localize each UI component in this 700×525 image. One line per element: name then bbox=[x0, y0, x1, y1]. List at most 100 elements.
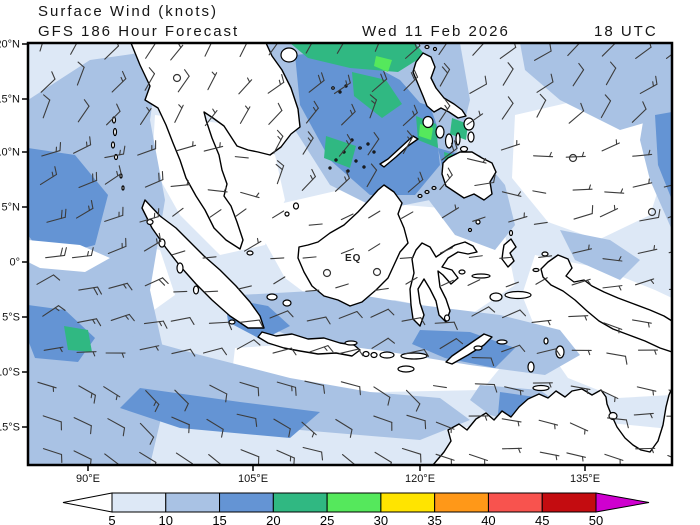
colorbar-tick-label: 25 bbox=[320, 513, 334, 525]
wind-barbs bbox=[36, 43, 672, 465]
coast-small-island bbox=[431, 185, 437, 191]
lon-label: 135°E bbox=[570, 473, 600, 485]
shading-25-30 bbox=[419, 124, 433, 140]
colorbar-segment bbox=[272, 492, 328, 513]
coast-small-island bbox=[608, 411, 618, 421]
colorbar-segment bbox=[111, 492, 167, 513]
coast-small-island bbox=[424, 44, 430, 50]
coast-timor bbox=[445, 333, 493, 365]
colorbar-tick-label: 30 bbox=[374, 513, 388, 525]
colorbar-segment bbox=[326, 492, 382, 513]
colorbar-over-arrow bbox=[595, 492, 650, 513]
coast-small-island bbox=[121, 185, 125, 191]
shading-20-25 bbox=[290, 43, 425, 72]
shading-calm bbox=[512, 100, 668, 240]
shading-20-25 bbox=[352, 72, 402, 118]
coast-australia bbox=[432, 387, 672, 465]
coast-small-island bbox=[527, 361, 535, 373]
coast-java bbox=[257, 331, 361, 357]
coast-small-island bbox=[397, 365, 415, 373]
colorbar-segment bbox=[219, 492, 274, 513]
calm-wind-circle bbox=[568, 153, 578, 163]
coast-small-island bbox=[555, 345, 565, 359]
coast-sulawesi bbox=[409, 241, 478, 327]
coast-halmahera bbox=[501, 238, 517, 268]
colorbar-under-arrow bbox=[62, 492, 113, 513]
colorbar-tick-label: 15 bbox=[212, 513, 226, 525]
colorbar-tick-label: 5 bbox=[108, 513, 115, 525]
coast-small-island bbox=[473, 345, 483, 351]
map-axes: 20°N 15°N 10°N 5°N 0° 5°S 10°S 15°S 90°E 105°E 120… bbox=[0, 39, 600, 486]
coast-small-island bbox=[379, 351, 395, 359]
forecast-model-label: GFS 186 Hour Forecast bbox=[38, 23, 240, 40]
coast-small-island bbox=[496, 339, 508, 345]
colorbar-segment bbox=[487, 492, 543, 513]
lat-label: 10°S bbox=[0, 367, 20, 379]
coast-small-island bbox=[435, 125, 445, 139]
colorbar-tick-label: 20 bbox=[266, 513, 280, 525]
shading-20-25 bbox=[64, 326, 92, 352]
coast-small-island bbox=[366, 142, 370, 146]
coast-small-island bbox=[455, 132, 461, 146]
coast-small-island bbox=[370, 351, 378, 359]
coast-small-island bbox=[331, 86, 335, 90]
calm-wind-circle bbox=[322, 268, 332, 278]
calm-wind-circle bbox=[372, 267, 382, 277]
coast-small-island bbox=[372, 150, 376, 154]
coast-small-island bbox=[467, 227, 473, 233]
coast-small-island bbox=[458, 269, 466, 275]
coast-small-island bbox=[362, 165, 366, 169]
lon-label: 120°E bbox=[405, 473, 435, 485]
coast-small-island bbox=[504, 290, 532, 300]
colorbar-segment bbox=[541, 492, 597, 513]
colorbar-tick-label: 35 bbox=[427, 513, 441, 525]
coast-small-island bbox=[176, 262, 184, 274]
calm-wind-circle bbox=[172, 73, 182, 83]
coast-small-island bbox=[444, 133, 454, 149]
coast-small-island bbox=[328, 166, 332, 170]
coast-small-island bbox=[282, 299, 292, 307]
coast-small-island bbox=[541, 251, 549, 257]
coast-small-island bbox=[459, 145, 469, 153]
coast-luzon bbox=[412, 52, 467, 119]
coast-sumatra bbox=[141, 199, 265, 329]
coast-small-island bbox=[424, 189, 430, 195]
colorbar-segment bbox=[165, 492, 221, 513]
coast-small-island bbox=[475, 219, 481, 225]
lat-label: 20°N bbox=[0, 39, 20, 51]
coast-small-island bbox=[344, 340, 358, 346]
colorbar: 5 10 15 20 25 30 35 40 45 50 bbox=[62, 492, 650, 525]
shading-25-30 bbox=[374, 56, 392, 72]
coast-small-island bbox=[508, 229, 514, 237]
lat-label: 5°S bbox=[2, 312, 20, 324]
lat-label: 0° bbox=[9, 257, 20, 269]
coast-small-island bbox=[417, 193, 423, 199]
coast-small-island bbox=[284, 211, 290, 217]
lat-label: 15°S bbox=[0, 422, 20, 434]
coast-small-island bbox=[400, 352, 428, 360]
shading-10-15 bbox=[560, 230, 640, 280]
coast-small-island bbox=[266, 293, 278, 301]
lon-label: 90°E bbox=[76, 473, 100, 485]
colorbar-tick-label: 10 bbox=[159, 513, 173, 525]
coast-small-island bbox=[467, 131, 475, 143]
shading-15-20 bbox=[28, 148, 108, 258]
calm-wind-circle bbox=[647, 207, 657, 217]
coast-small-island bbox=[471, 273, 491, 279]
coast-small-island bbox=[292, 202, 300, 210]
coast-small-island bbox=[192, 285, 200, 295]
coast-small-island bbox=[358, 146, 362, 150]
coast-small-island bbox=[110, 141, 116, 149]
coast-mindanao bbox=[441, 151, 497, 201]
lat-label: 10°N bbox=[0, 147, 20, 159]
coast-new-guinea bbox=[540, 254, 672, 353]
lat-label: 15°N bbox=[0, 94, 20, 106]
shading-calm bbox=[28, 240, 110, 272]
colorbar-segment bbox=[380, 492, 436, 513]
coast-small-island bbox=[362, 350, 370, 358]
colorbar-segment bbox=[434, 492, 489, 513]
page-title: Surface Wind (knots) bbox=[38, 3, 219, 20]
coast-small-island bbox=[532, 267, 540, 273]
map-interior: EQ bbox=[28, 43, 672, 465]
